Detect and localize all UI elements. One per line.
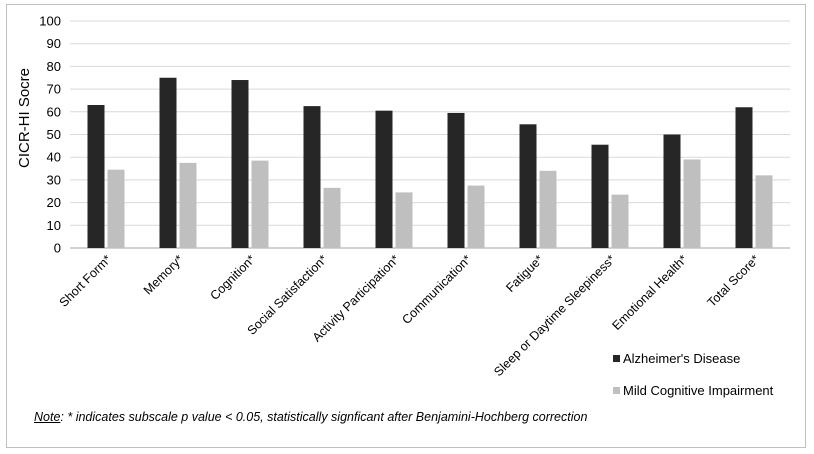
x-category-label: Fatigue* (503, 252, 546, 295)
y-tick-label: 30 (47, 172, 61, 187)
x-category-label: Cognition* (207, 252, 258, 303)
x-category-label: Emotional Health* (609, 252, 690, 333)
bar-alzheimers-7 (591, 144, 609, 248)
bar-mci-5 (467, 185, 485, 248)
bar-alzheimers-3 (303, 106, 321, 248)
bar-alzheimers-0 (87, 104, 105, 249)
x-category-label: Social Satisfaction* (245, 252, 331, 338)
y-tick-label: 80 (47, 59, 61, 74)
bar-mci-6 (539, 170, 557, 248)
y-tick-label: 60 (47, 104, 61, 119)
x-category-label: Communication* (399, 252, 474, 327)
note-lead: Note (34, 410, 61, 424)
bar-alzheimers-6 (519, 124, 537, 248)
note-text: : * indicates subscale p value < 0.05, s… (60, 410, 588, 424)
y-tick-label: 40 (47, 150, 61, 165)
bar-mci-9 (755, 175, 773, 248)
bar-alzheimers-1 (159, 77, 177, 248)
legend: Alzheimer's Disease Mild Cognitive Impair… (613, 351, 774, 398)
x-category-label: Sleep or Daytime Sleepiness* (491, 252, 618, 379)
bar-alzheimers-9 (735, 107, 753, 248)
bar-mci-0 (107, 169, 125, 248)
y-tick-label: 100 (39, 14, 61, 29)
bar-alzheimers-5 (447, 112, 465, 248)
y-tick-label: 90 (47, 36, 61, 51)
bar-alzheimers-8 (663, 134, 681, 248)
legend-swatch (613, 387, 620, 394)
footnote: Note: * indicates subscale p value < 0.0… (34, 410, 587, 424)
bars (87, 77, 773, 249)
y-tick-label: 70 (47, 82, 61, 97)
x-category-label: Memory* (141, 252, 186, 297)
y-axis-ticks: 0 10 20 30 40 50 60 70 80 90 100 (39, 14, 61, 256)
bar-alzheimers-2 (231, 80, 249, 249)
legend-swatch (613, 355, 620, 362)
gridlines (70, 20, 790, 249)
y-tick-label: 20 (47, 195, 61, 210)
y-tick-label: 0 (54, 241, 61, 256)
bar-mci-4 (395, 192, 413, 248)
y-tick-label: 50 (47, 127, 61, 142)
legend-label: Mild Cognitive Impairment (623, 383, 774, 398)
bar-mci-8 (683, 159, 701, 248)
y-axis-label: CICR-HI Socre (16, 68, 33, 168)
legend-label: Alzheimer's Disease (623, 351, 740, 366)
bar-mci-2 (251, 160, 269, 248)
x-category-label: Total Score* (705, 252, 763, 310)
bar-alzheimers-4 (375, 110, 393, 248)
bar-mci-7 (611, 194, 629, 248)
bar-mci-3 (323, 187, 341, 248)
bar-mci-1 (179, 162, 197, 248)
x-category-label: Short Form* (57, 252, 115, 310)
y-tick-label: 10 (47, 218, 61, 233)
